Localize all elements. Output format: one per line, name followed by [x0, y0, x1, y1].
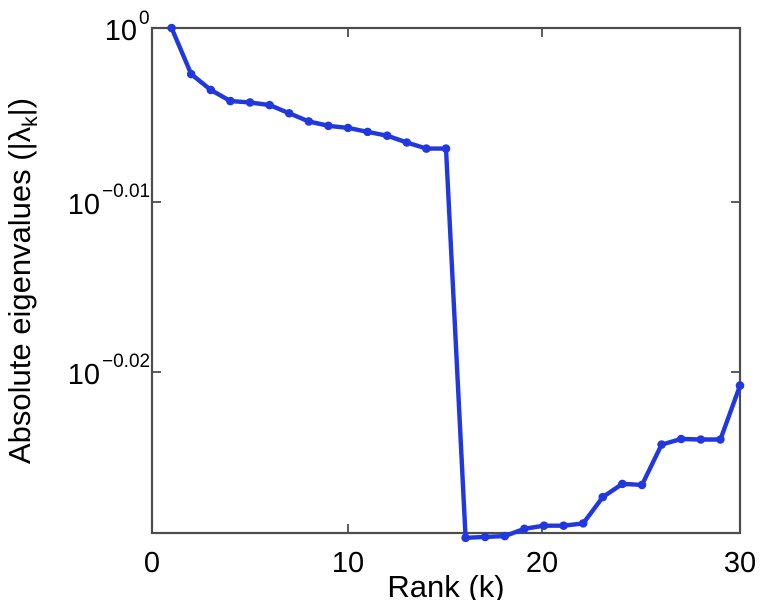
y-tick-exponent-1: −0.01	[102, 181, 150, 202]
x-tick-label-0: 0	[144, 547, 160, 579]
y-axis-title-tail: |)	[2, 98, 37, 116]
y-tick-exponent-0: 0	[139, 8, 150, 29]
y-tick-mantissa-0: 10	[105, 15, 137, 47]
data-point	[520, 524, 529, 534]
data-point	[245, 98, 255, 107]
data-point	[716, 435, 725, 444]
data-point	[441, 144, 451, 153]
data-point	[735, 381, 745, 390]
y-tick-labels: 10 0 10 −0.01 10 −0.02	[68, 8, 150, 391]
data-point	[324, 121, 333, 131]
data-point	[422, 144, 431, 153]
data-point	[696, 435, 706, 444]
y-axis-title: Absolute eigenvalues (|λk|)	[2, 98, 42, 464]
data-point	[500, 531, 510, 541]
y-axis-title-subscript: k	[19, 116, 42, 127]
y-tick-label-1em002: 10 −0.01	[68, 181, 150, 221]
y-tick-label-1e0: 10 0	[105, 8, 150, 47]
x-axis-title: Rank (k)	[387, 569, 504, 600]
data-point	[559, 521, 568, 530]
data-point	[363, 127, 372, 137]
data-point	[461, 533, 470, 543]
data-point	[637, 480, 647, 490]
y-tick-mantissa-1: 10	[68, 189, 100, 221]
data-point	[480, 532, 490, 542]
data-point	[598, 492, 608, 502]
data-point	[186, 69, 196, 79]
data-point	[206, 85, 216, 95]
data-point	[676, 434, 686, 444]
x-tick-label-20: 20	[526, 547, 558, 579]
y-axis-ticks	[152, 201, 740, 373]
data-point	[284, 108, 294, 118]
series-line-0	[169, 25, 743, 541]
data-point	[402, 138, 412, 147]
data-point	[539, 521, 549, 530]
y-axis-title-main: Absolute eigenvalues (|λ	[2, 126, 37, 464]
data-point	[304, 117, 314, 126]
data-point	[343, 123, 353, 133]
data-point	[265, 100, 274, 110]
data-point	[382, 131, 392, 141]
plot-frame	[150, 26, 742, 535]
x-tick-label-10: 10	[332, 547, 364, 579]
data-point	[578, 519, 588, 528]
x-tick-labels: 0 10 20 30	[144, 547, 756, 579]
y-tick-label-1em004: 10 −0.02	[68, 351, 150, 391]
data-point	[657, 440, 666, 449]
svg-text:Absolute eigenvalues (|λk|): Absolute eigenvalues (|λk|)	[2, 98, 42, 464]
y-tick-exponent-2: −0.02	[102, 351, 150, 372]
data-point	[167, 23, 176, 33]
data-point	[226, 96, 235, 106]
data-point	[618, 479, 627, 489]
y-tick-mantissa-2: 10	[68, 359, 100, 391]
data-series-layer	[167, 23, 745, 543]
x-tick-label-30: 30	[724, 547, 756, 579]
